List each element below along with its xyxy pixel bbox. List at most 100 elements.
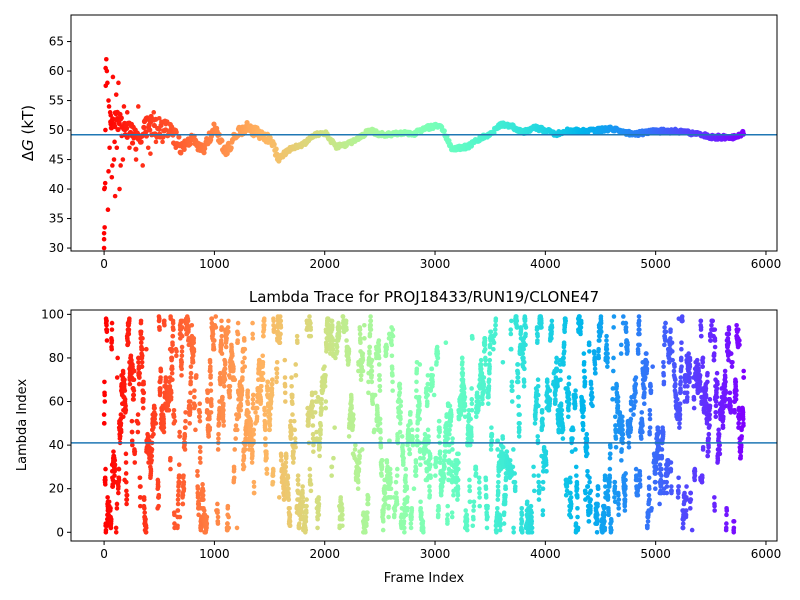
lambda-point [562,349,567,354]
delta-g-point [106,169,111,174]
lambda-point [117,434,123,439]
lambda-point [168,466,173,472]
lambda-point [253,410,258,415]
delta-g-point [102,180,108,186]
lambda-point [425,427,431,433]
lambda-point [124,492,130,498]
lambda-point [389,353,395,359]
lambda-point [575,514,580,520]
lambda-point [188,364,194,369]
lambda-point [558,377,563,383]
delta-g-point [112,193,118,199]
lambda-point [264,471,270,476]
lambda-point [269,386,275,391]
lambda-point [188,375,194,380]
lambda-point [219,342,225,348]
lambda-point [561,355,566,361]
lambda-point [532,488,537,494]
lambda-point [450,447,455,452]
lambda-point [317,436,323,441]
delta-g-point [107,145,112,151]
lambda-point [312,410,318,415]
delta-g-point [441,128,447,134]
lambda-point [410,442,416,448]
lambda-point [293,362,299,367]
lambda-point [208,364,213,369]
lambda-point [102,399,108,404]
lambda-point [529,519,535,524]
lambda-point [181,486,187,491]
lambda-point [152,412,158,417]
lambda-point [409,508,415,513]
lambda-point [240,375,245,380]
lambda-point [377,383,383,389]
lambda-point [157,390,163,396]
delta-g-point [114,145,120,151]
lambda-point [579,320,584,326]
lambda-point [497,527,503,533]
lambda-point [172,418,178,424]
lambda-point [170,342,175,348]
delta-g-point [140,163,146,168]
lambda-point [504,449,510,454]
lambda-point [200,488,206,494]
lambda-point [318,431,323,437]
lambda-point [471,508,476,513]
lambda-point [401,460,406,465]
lambda-point [408,421,413,426]
delta-g-point [163,127,169,133]
lambda-point [274,370,280,376]
lambda-point [242,447,248,452]
lambda-point [171,414,177,420]
lambda-point [358,336,363,341]
lambda-point [496,479,501,485]
lambda-point [471,516,476,522]
lambda-point [143,525,149,531]
lambda-point [156,492,162,498]
lambda-point [251,484,257,489]
lambda-point [567,475,573,481]
lambda-point [334,349,340,354]
lambda-point [292,427,298,433]
lambda-point [464,512,469,518]
lambda-point [189,322,195,328]
lambda-point [461,386,467,391]
delta-g-point [124,110,130,115]
lambda-point [479,370,485,376]
lambda-point [531,464,536,470]
lambda-point [485,514,490,520]
delta-g-point [160,134,166,140]
lambda-point [430,373,436,378]
lambda-point [443,442,449,448]
lambda-point [561,362,566,367]
lambda-point [140,336,145,341]
lambda-point [220,394,225,400]
lambda-point [181,473,186,478]
lambda-point [500,360,506,365]
lambda-point [428,475,433,481]
lambda-point [501,521,507,526]
lambda-point [123,471,129,476]
lambda-point [308,482,314,487]
lambda-point [540,423,545,428]
lambda-point [355,473,361,478]
lambda-point [168,390,174,396]
lambda-point [517,421,522,426]
delta-g-point [273,146,279,152]
lambda-point [295,473,301,478]
lambda-point [306,421,311,426]
lambda-point [445,436,451,441]
lambda-point [232,447,238,452]
lambda-point [104,338,110,343]
bottom-chart-panel: Lambda Trace for PROJ18433/RUN19/CLONE47… [15,288,781,586]
lambda-point [582,368,587,374]
lambda-point [451,492,456,498]
lambda-point [534,388,540,393]
delta-g-point [103,127,108,133]
lambda-point [268,399,274,404]
bottom-chart-title: Lambda Trace for PROJ18433/RUN19/CLONE47 [249,288,599,306]
lambda-point [123,403,128,409]
lambda-point [433,455,439,461]
lambda-point [566,407,571,413]
lambda-point [246,410,251,415]
